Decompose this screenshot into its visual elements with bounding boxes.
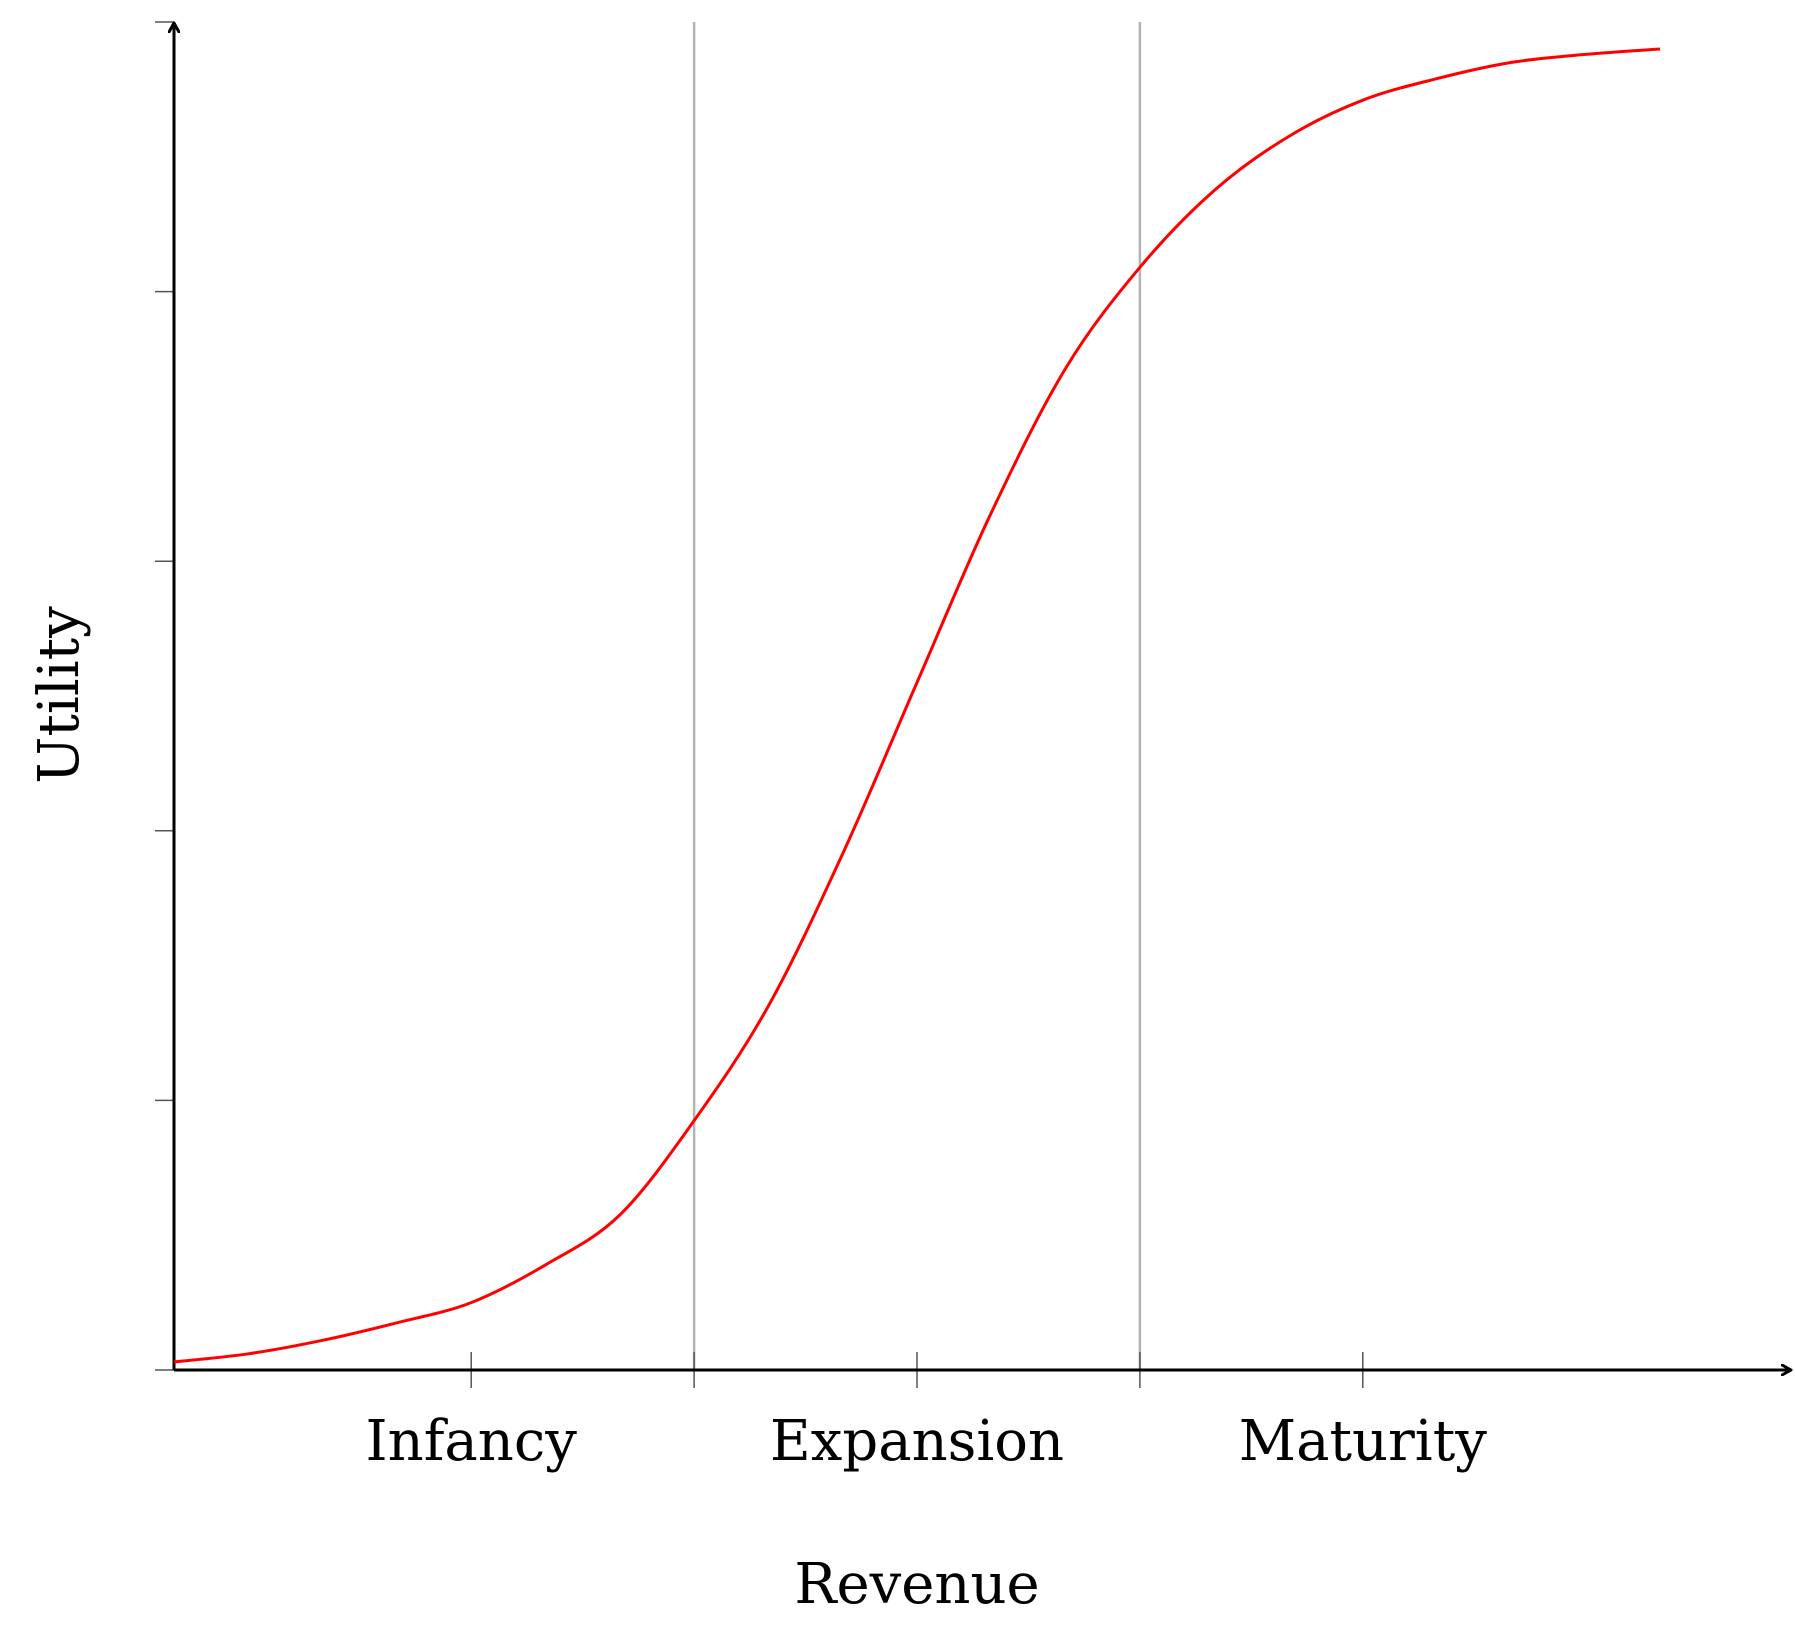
stage-label-infancy: Infancy bbox=[366, 1409, 578, 1474]
y-axis-ticks bbox=[155, 21, 174, 1371]
stage-label-maturity: Maturity bbox=[1239, 1409, 1487, 1474]
utility-curve bbox=[173, 47, 1661, 1364]
y-axis-label: Utility bbox=[27, 606, 92, 784]
stage-boundary-lines bbox=[692, 22, 1142, 1370]
x-axis-label: Revenue bbox=[794, 1552, 1039, 1617]
stage-label-expansion: Expansion bbox=[770, 1409, 1064, 1474]
stage-labels: Infancy Expansion Maturity bbox=[366, 1409, 1488, 1474]
